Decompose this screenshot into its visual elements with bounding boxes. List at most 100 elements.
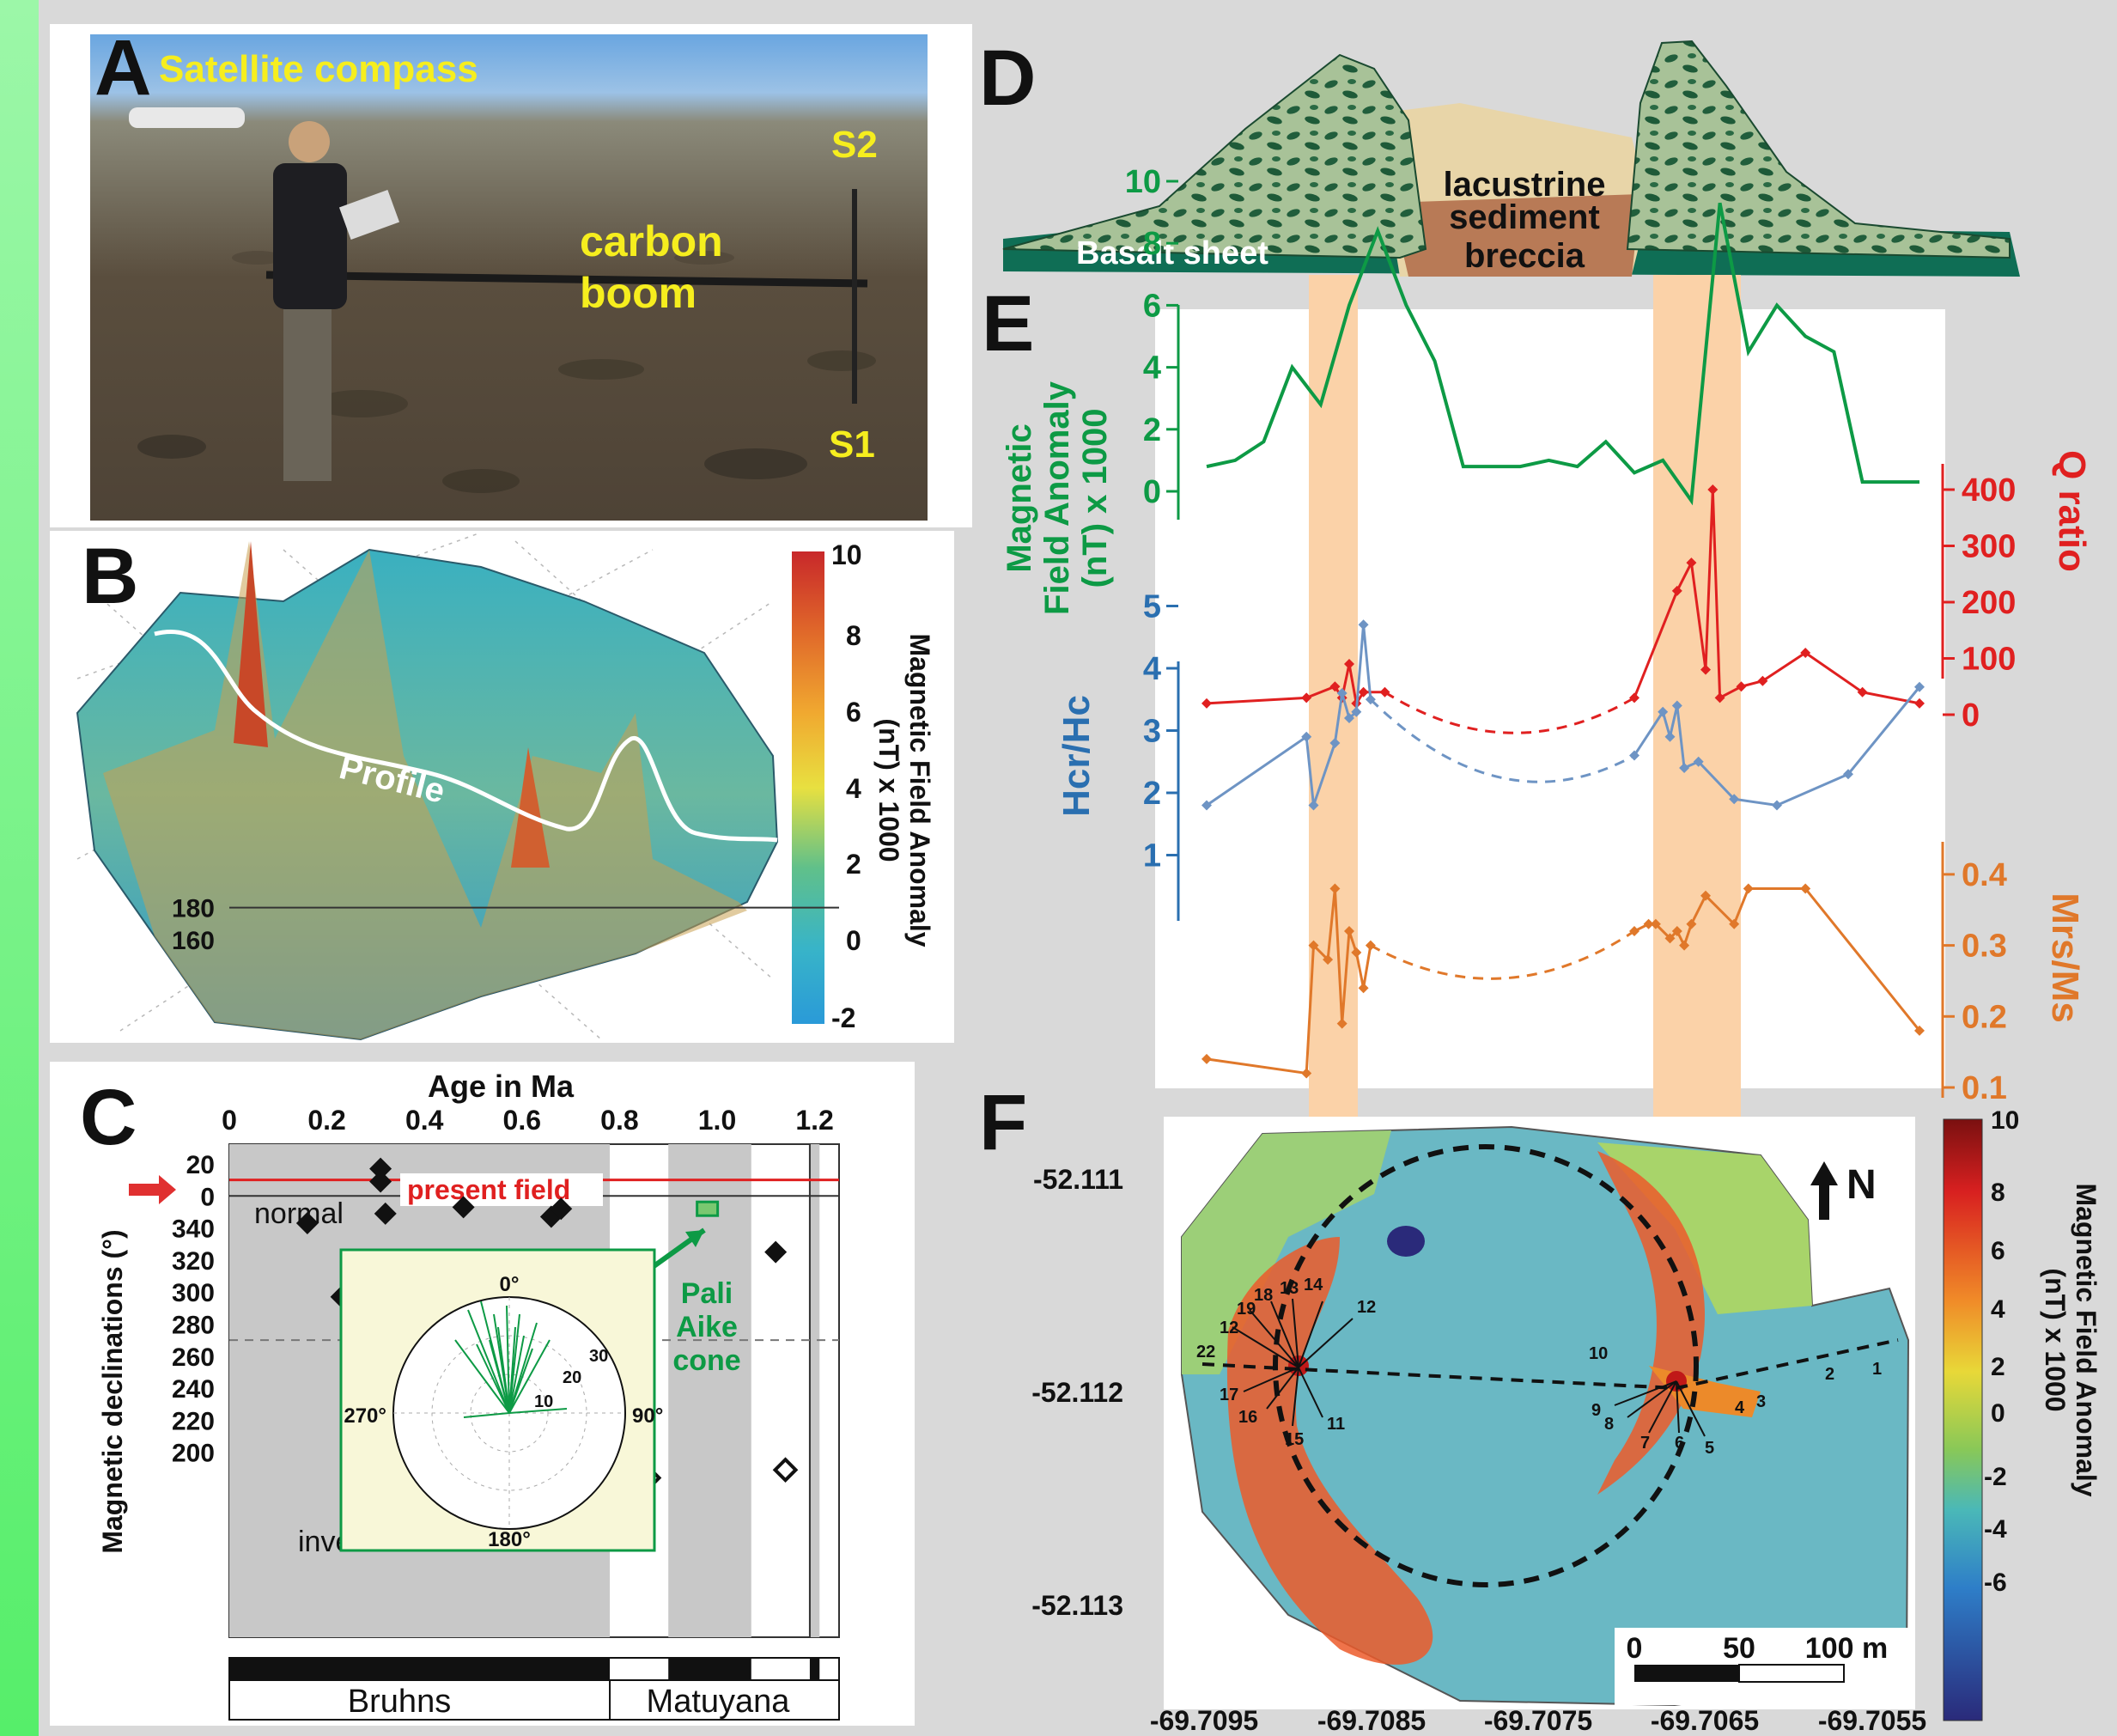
hcr-hc-line xyxy=(1633,685,1921,807)
mrs-ms-point xyxy=(1700,890,1711,901)
svg-text:-2: -2 xyxy=(831,1002,855,1033)
svg-text:180°: 180° xyxy=(488,1528,531,1551)
hcr-hc-point xyxy=(1308,800,1319,811)
q-ratio-point xyxy=(1857,686,1868,697)
axis-tick-label: 0 xyxy=(1143,474,1161,510)
axis-tick-label: 300 xyxy=(1962,529,2016,565)
svg-text:2: 2 xyxy=(846,849,861,880)
mrs-ms-point xyxy=(1914,1025,1925,1036)
axis-tick-label: 4 xyxy=(1143,350,1161,387)
y-axis-ticks: -52.111 -52.112 -52.113 xyxy=(1031,1164,1123,1621)
mrs-ms-point xyxy=(1351,947,1362,958)
y-tick-label: 0 xyxy=(200,1183,215,1211)
axis-tick-label: 5 xyxy=(1143,589,1161,625)
site-leader-lines xyxy=(1232,1298,1706,1437)
normal-declination-point xyxy=(369,1170,392,1193)
s1-label: S1 xyxy=(829,423,875,466)
axis-tick-label: 2 xyxy=(1143,776,1161,812)
svg-text:-69.7075: -69.7075 xyxy=(1484,1705,1592,1736)
svg-text:-69.7085: -69.7085 xyxy=(1317,1705,1426,1736)
panel-letter: C xyxy=(80,1074,137,1161)
colorbar xyxy=(792,551,824,1024)
svg-text:6: 6 xyxy=(1675,1434,1684,1453)
sediment-label: sediment xyxy=(1449,198,1600,236)
panel-letter: F xyxy=(979,1079,1027,1166)
x-tick-label: 0.4 xyxy=(405,1105,444,1136)
mrs-ms-point xyxy=(1323,954,1334,965)
normal-declination-point xyxy=(369,1157,392,1180)
svg-text:8: 8 xyxy=(1991,1179,2005,1207)
svg-text:10: 10 xyxy=(534,1392,553,1411)
mrs-ms-point xyxy=(1336,1018,1347,1029)
axis-tick-label: 2 xyxy=(1143,412,1161,448)
side-accent-bar xyxy=(0,0,39,1736)
svg-text:10: 10 xyxy=(1589,1344,1608,1363)
negative-anomaly xyxy=(1387,1226,1425,1257)
q-ratio-point xyxy=(1344,659,1354,670)
svg-text:-69.7065: -69.7065 xyxy=(1651,1705,1759,1736)
hcr-hc-point xyxy=(1336,688,1347,698)
svg-text:-52.112: -52.112 xyxy=(1031,1377,1123,1408)
profile-line xyxy=(1201,1338,1899,1391)
x-axis-ticks: -69.7095 -69.7085 -69.7075 -69.7065 -69.… xyxy=(1150,1705,1926,1736)
svg-text:10: 10 xyxy=(1991,1106,2019,1135)
svg-text:12: 12 xyxy=(1220,1319,1238,1337)
y-tick-label: 340 xyxy=(172,1215,215,1244)
mrs-ms-point xyxy=(1679,940,1690,951)
svg-text:2: 2 xyxy=(1991,1353,2005,1381)
svg-text:7: 7 xyxy=(1640,1434,1650,1453)
panel-a: A Satellite compass S2 carbon boom S1 xyxy=(50,24,972,527)
axes: 10 8 6 4 2 0 400 300 200 100 0 5 4 3 2 1 0.4 0.3 0.2 0.1 xyxy=(1125,164,2017,1106)
rim-relief xyxy=(103,541,747,1039)
panel-c: C Age in Ma 0 0.2 0.4 0.6 0.8 1.0 1.2 20034032… xyxy=(50,895,915,1726)
svg-text:0: 0 xyxy=(1991,1399,2005,1428)
mrs-ms-point xyxy=(1671,926,1682,937)
svg-text:-52.113: -52.113 xyxy=(1031,1590,1123,1621)
q-ratio-point xyxy=(1358,686,1369,697)
panel-letter: D xyxy=(979,34,1036,122)
x-tick-label: 0 xyxy=(222,1105,237,1136)
satellite-compass-label: Satellite compass xyxy=(159,48,478,90)
svg-text:0: 0 xyxy=(1627,1632,1643,1665)
colorbar-ticks: 10 8 6 4 2 0 -2 -4 -6 xyxy=(1984,1106,2019,1597)
svg-text:Magnetic Field Anomaly: Magnetic Field Anomaly xyxy=(904,633,935,947)
north-label: N xyxy=(1846,1162,1877,1208)
svg-text:4: 4 xyxy=(1991,1295,2005,1324)
hcr-hc-point xyxy=(1772,800,1782,811)
series-lines xyxy=(1201,202,1925,1079)
svg-text:18: 18 xyxy=(1254,1286,1273,1305)
crater-rim-dashed-circle xyxy=(1273,1144,1699,1587)
y-tick-label: 180 xyxy=(172,895,215,923)
mrs-ms-interpolation xyxy=(1370,929,1635,980)
mrs-ms-point xyxy=(1344,926,1354,937)
svg-text:19: 19 xyxy=(1237,1300,1256,1319)
panel-letter: B xyxy=(82,533,138,620)
hcr-hc-point xyxy=(1729,794,1740,805)
axis-tick-label: 0.1 xyxy=(1962,1070,2007,1106)
basalt-sheet-label: Basalt sheet xyxy=(1076,235,1268,271)
q-ratio-point xyxy=(1707,484,1719,495)
mag-anomaly-line xyxy=(1206,202,1919,506)
mag-axis-title: Magnetic Field Anomaly (nT) x 1000 xyxy=(1001,381,1114,615)
hcr-axis-title: Hcr/Hc xyxy=(1055,695,1098,817)
axis-tick-label: 100 xyxy=(1962,642,2016,678)
person-with-boom xyxy=(129,107,868,481)
mrs-ms-point xyxy=(1650,918,1661,929)
carbon-label: carbon xyxy=(580,217,723,265)
mrs-ms-point xyxy=(1201,1053,1212,1064)
panel-d: D Basalt sheet lacustrine sediment brecc… xyxy=(979,34,2020,277)
svg-text:20: 20 xyxy=(563,1368,581,1387)
mrs-ms-point xyxy=(1743,883,1754,894)
svg-text:Aike: Aike xyxy=(676,1311,738,1343)
q-ratio-point xyxy=(1329,681,1341,692)
panel-letter: E xyxy=(982,280,1034,368)
normal-declination-point xyxy=(374,1202,397,1225)
hcr-hc-point xyxy=(1693,756,1704,767)
svg-text:14: 14 xyxy=(1304,1276,1323,1294)
colorbar-title: Magnetic Field Anomaly (nT) x 1000 xyxy=(873,633,935,947)
normal-declination-point xyxy=(452,1196,475,1219)
mrs-ms-point xyxy=(1629,926,1639,937)
